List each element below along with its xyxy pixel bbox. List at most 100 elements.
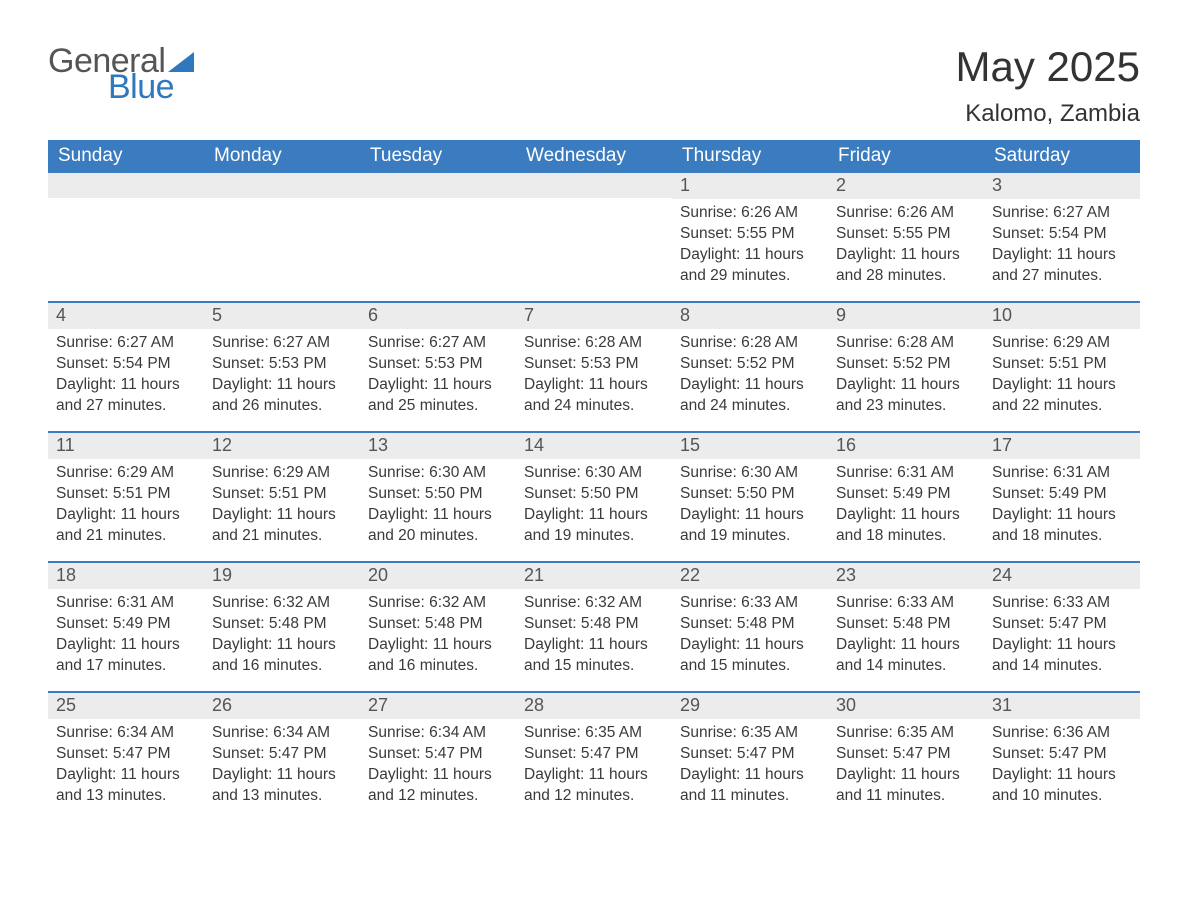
daylight-text: Daylight: 11 hours and 11 minutes. (836, 765, 976, 807)
sunset-text: Sunset: 5:53 PM (368, 354, 508, 375)
daylight-text: Daylight: 11 hours and 27 minutes. (992, 245, 1132, 287)
sunrise-text: Sunrise: 6:31 AM (992, 463, 1132, 484)
daylight-text: Daylight: 11 hours and 28 minutes. (836, 245, 976, 287)
calendar-cell: 14Sunrise: 6:30 AMSunset: 5:50 PMDayligh… (516, 433, 672, 561)
calendar-cell (360, 173, 516, 301)
calendar-cell: 20Sunrise: 6:32 AMSunset: 5:48 PMDayligh… (360, 563, 516, 691)
sunset-text: Sunset: 5:53 PM (524, 354, 664, 375)
calendar-cell (48, 173, 204, 301)
sunrise-text: Sunrise: 6:34 AM (212, 723, 352, 744)
sunset-text: Sunset: 5:51 PM (992, 354, 1132, 375)
sunrise-text: Sunrise: 6:30 AM (680, 463, 820, 484)
daylight-text: Daylight: 11 hours and 25 minutes. (368, 375, 508, 417)
daylight-text: Daylight: 11 hours and 16 minutes. (212, 635, 352, 677)
day-number: 11 (48, 433, 204, 459)
daylight-text: Daylight: 11 hours and 26 minutes. (212, 375, 352, 417)
calendar-week: 18Sunrise: 6:31 AMSunset: 5:49 PMDayligh… (48, 561, 1140, 691)
day-details: Sunrise: 6:31 AMSunset: 5:49 PMDaylight:… (828, 459, 984, 553)
daylight-text: Daylight: 11 hours and 29 minutes. (680, 245, 820, 287)
daylight-text: Daylight: 11 hours and 15 minutes. (524, 635, 664, 677)
calendar-cell: 1Sunrise: 6:26 AMSunset: 5:55 PMDaylight… (672, 173, 828, 301)
sunrise-text: Sunrise: 6:29 AM (992, 333, 1132, 354)
calendar-cell: 16Sunrise: 6:31 AMSunset: 5:49 PMDayligh… (828, 433, 984, 561)
day-details: Sunrise: 6:32 AMSunset: 5:48 PMDaylight:… (360, 589, 516, 683)
calendar-cell: 29Sunrise: 6:35 AMSunset: 5:47 PMDayligh… (672, 693, 828, 821)
day-number: 19 (204, 563, 360, 589)
day-details: Sunrise: 6:33 AMSunset: 5:47 PMDaylight:… (984, 589, 1140, 683)
day-details (48, 198, 204, 288)
sunrise-text: Sunrise: 6:33 AM (992, 593, 1132, 614)
day-details (360, 198, 516, 288)
calendar-week: 1Sunrise: 6:26 AMSunset: 5:55 PMDaylight… (48, 173, 1140, 301)
day-details: Sunrise: 6:28 AMSunset: 5:52 PMDaylight:… (828, 329, 984, 423)
daylight-text: Daylight: 11 hours and 16 minutes. (368, 635, 508, 677)
sunset-text: Sunset: 5:47 PM (524, 744, 664, 765)
day-details: Sunrise: 6:29 AMSunset: 5:51 PMDaylight:… (204, 459, 360, 553)
day-number: 20 (360, 563, 516, 589)
day-number: 23 (828, 563, 984, 589)
daylight-text: Daylight: 11 hours and 10 minutes. (992, 765, 1132, 807)
calendar-cell: 2Sunrise: 6:26 AMSunset: 5:55 PMDaylight… (828, 173, 984, 301)
day-number: 30 (828, 693, 984, 719)
day-number: 24 (984, 563, 1140, 589)
daylight-text: Daylight: 11 hours and 24 minutes. (524, 375, 664, 417)
calendar-cell: 15Sunrise: 6:30 AMSunset: 5:50 PMDayligh… (672, 433, 828, 561)
day-details: Sunrise: 6:26 AMSunset: 5:55 PMDaylight:… (828, 199, 984, 293)
day-details: Sunrise: 6:34 AMSunset: 5:47 PMDaylight:… (48, 719, 204, 813)
day-details: Sunrise: 6:35 AMSunset: 5:47 PMDaylight:… (828, 719, 984, 813)
day-header-friday: Friday (828, 140, 984, 173)
daylight-text: Daylight: 11 hours and 21 minutes. (56, 505, 196, 547)
daylight-text: Daylight: 11 hours and 13 minutes. (212, 765, 352, 807)
daylight-text: Daylight: 11 hours and 22 minutes. (992, 375, 1132, 417)
sunset-text: Sunset: 5:47 PM (992, 614, 1132, 635)
sunset-text: Sunset: 5:48 PM (212, 614, 352, 635)
day-number: 15 (672, 433, 828, 459)
daylight-text: Daylight: 11 hours and 21 minutes. (212, 505, 352, 547)
calendar-cell: 30Sunrise: 6:35 AMSunset: 5:47 PMDayligh… (828, 693, 984, 821)
sunset-text: Sunset: 5:48 PM (524, 614, 664, 635)
daylight-text: Daylight: 11 hours and 19 minutes. (524, 505, 664, 547)
day-number: 16 (828, 433, 984, 459)
day-details (204, 198, 360, 288)
day-header-thursday: Thursday (672, 140, 828, 173)
day-details: Sunrise: 6:27 AMSunset: 5:53 PMDaylight:… (360, 329, 516, 423)
day-number: 27 (360, 693, 516, 719)
sunset-text: Sunset: 5:50 PM (524, 484, 664, 505)
sunrise-text: Sunrise: 6:29 AM (56, 463, 196, 484)
day-number: 26 (204, 693, 360, 719)
sunrise-text: Sunrise: 6:27 AM (368, 333, 508, 354)
day-details: Sunrise: 6:29 AMSunset: 5:51 PMDaylight:… (48, 459, 204, 553)
daylight-text: Daylight: 11 hours and 15 minutes. (680, 635, 820, 677)
sunrise-text: Sunrise: 6:30 AM (368, 463, 508, 484)
calendar-cell: 24Sunrise: 6:33 AMSunset: 5:47 PMDayligh… (984, 563, 1140, 691)
sunrise-text: Sunrise: 6:34 AM (56, 723, 196, 744)
day-details: Sunrise: 6:28 AMSunset: 5:52 PMDaylight:… (672, 329, 828, 423)
day-number: 21 (516, 563, 672, 589)
day-details: Sunrise: 6:35 AMSunset: 5:47 PMDaylight:… (672, 719, 828, 813)
calendar-cell (516, 173, 672, 301)
day-details: Sunrise: 6:32 AMSunset: 5:48 PMDaylight:… (204, 589, 360, 683)
calendar-cell: 23Sunrise: 6:33 AMSunset: 5:48 PMDayligh… (828, 563, 984, 691)
sunrise-text: Sunrise: 6:28 AM (524, 333, 664, 354)
logo: General Blue (48, 44, 194, 104)
calendar-cell: 9Sunrise: 6:28 AMSunset: 5:52 PMDaylight… (828, 303, 984, 431)
daylight-text: Daylight: 11 hours and 23 minutes. (836, 375, 976, 417)
calendar-cell: 22Sunrise: 6:33 AMSunset: 5:48 PMDayligh… (672, 563, 828, 691)
calendar-page: General Blue May 2025 Kalomo, Zambia Sun… (0, 0, 1188, 861)
calendar-cell: 18Sunrise: 6:31 AMSunset: 5:49 PMDayligh… (48, 563, 204, 691)
calendar-week: 25Sunrise: 6:34 AMSunset: 5:47 PMDayligh… (48, 691, 1140, 821)
sunset-text: Sunset: 5:49 PM (56, 614, 196, 635)
sunset-text: Sunset: 5:50 PM (368, 484, 508, 505)
calendar-cell: 8Sunrise: 6:28 AMSunset: 5:52 PMDaylight… (672, 303, 828, 431)
calendar-cell: 10Sunrise: 6:29 AMSunset: 5:51 PMDayligh… (984, 303, 1140, 431)
day-details: Sunrise: 6:36 AMSunset: 5:47 PMDaylight:… (984, 719, 1140, 813)
sunset-text: Sunset: 5:51 PM (212, 484, 352, 505)
sunrise-text: Sunrise: 6:33 AM (836, 593, 976, 614)
day-header-row: Sunday Monday Tuesday Wednesday Thursday… (48, 140, 1140, 173)
day-details: Sunrise: 6:27 AMSunset: 5:54 PMDaylight:… (984, 199, 1140, 293)
calendar-cell (204, 173, 360, 301)
daylight-text: Daylight: 11 hours and 18 minutes. (836, 505, 976, 547)
day-number (204, 173, 360, 198)
sunset-text: Sunset: 5:47 PM (368, 744, 508, 765)
day-number: 5 (204, 303, 360, 329)
